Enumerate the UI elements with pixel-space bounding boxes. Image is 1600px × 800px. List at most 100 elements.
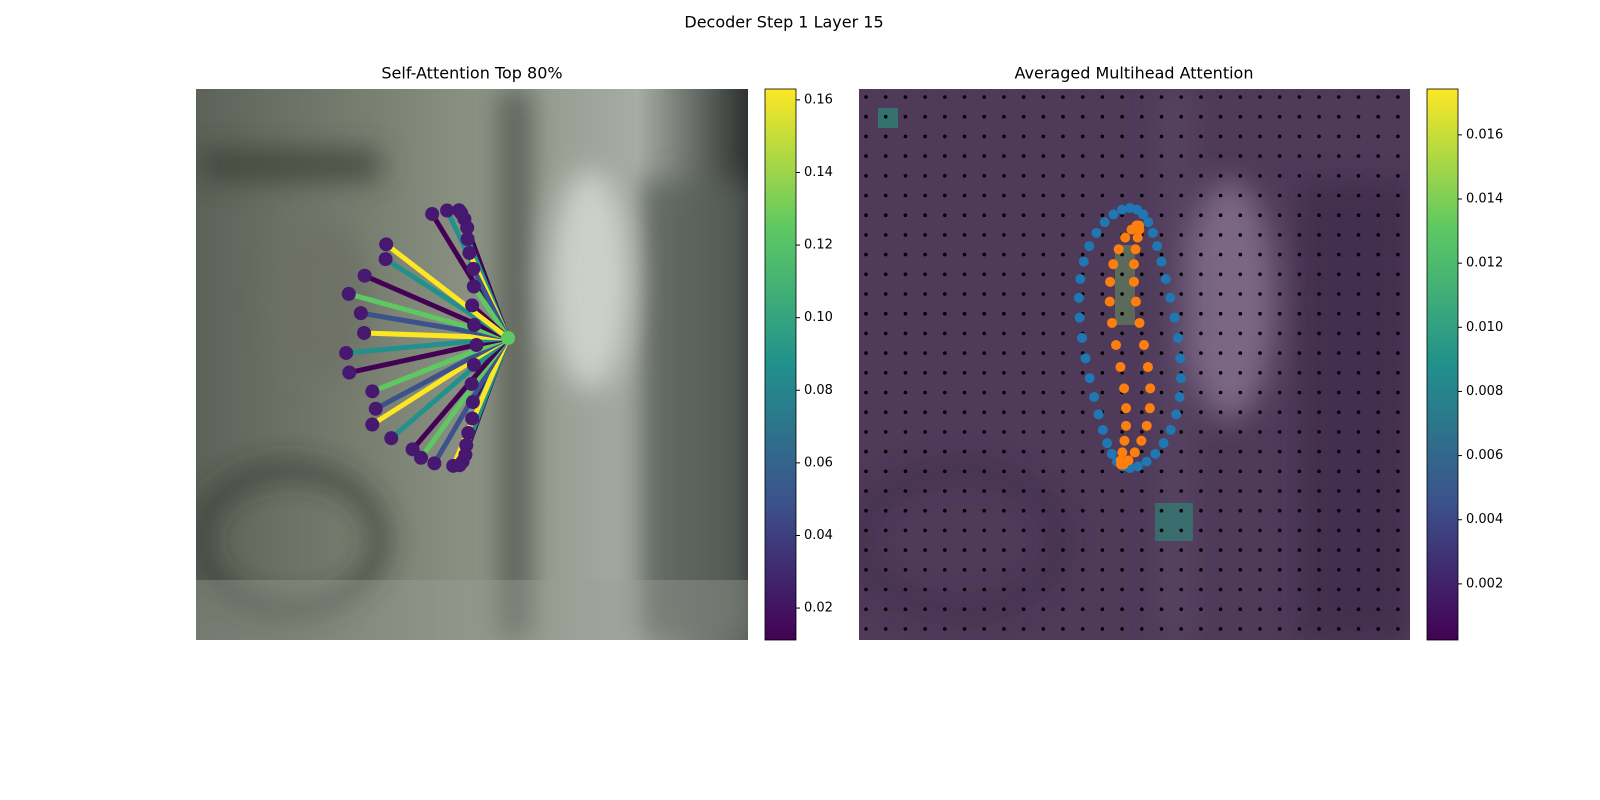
grid-dot (923, 233, 927, 237)
grid-dot (1238, 587, 1243, 592)
grid-dot (1277, 114, 1282, 119)
grid-dot (1238, 371, 1243, 375)
grid-dot (1356, 154, 1361, 158)
grid-dot (1337, 410, 1341, 415)
grid-dot (962, 568, 967, 572)
grid-dot (1199, 371, 1203, 375)
tick-label: 0.12 (804, 238, 833, 253)
grid-dot (903, 587, 908, 592)
grid-dot (903, 233, 908, 237)
grid-dot (1041, 548, 1046, 552)
point-blue (1165, 424, 1176, 435)
grid-dot (1317, 371, 1321, 375)
grid-dot (1002, 568, 1006, 572)
grid-dot (1356, 430, 1361, 434)
grid-dot (1159, 568, 1164, 572)
grid-dot (1100, 469, 1105, 474)
grid-dot (1297, 154, 1302, 158)
grid-dot (1041, 174, 1046, 178)
grid-dot (1396, 95, 1400, 99)
grid-dot (1396, 311, 1400, 316)
grid-dot (1297, 272, 1302, 277)
grid-dot (1337, 193, 1341, 198)
grid-dot (1159, 587, 1164, 592)
grid-dot (1002, 331, 1006, 336)
grid-dot (1061, 95, 1065, 99)
point-orange (1108, 259, 1119, 270)
grid-dot (1179, 607, 1183, 611)
grid-dot (943, 371, 947, 375)
grid-dot (1356, 371, 1361, 375)
grid-dot (903, 449, 908, 454)
grid-dot (1179, 193, 1183, 198)
grid-dot (1061, 292, 1065, 296)
grid-dot (1021, 233, 1026, 237)
grid-dot (1238, 469, 1243, 474)
grid-dot (1021, 469, 1026, 474)
grid-dot (1238, 627, 1243, 631)
grid-dot (1021, 508, 1026, 513)
grid-dot (1100, 331, 1105, 336)
photo-right (859, 89, 1410, 640)
keypoint (462, 245, 477, 260)
grid-dot (1238, 449, 1243, 454)
grid-dot (1179, 449, 1183, 454)
grid-dot (1337, 489, 1341, 493)
grid-dot (982, 351, 986, 355)
grid-dot (1199, 154, 1203, 158)
grid-dot (1396, 174, 1400, 178)
grid-dot (1002, 233, 1006, 237)
grid-dot (883, 154, 888, 158)
grid-dot (1317, 252, 1321, 257)
grid-dot (883, 508, 888, 513)
grid-dot (1218, 587, 1223, 592)
attention-line (384, 242, 510, 340)
grid-dot (1376, 292, 1380, 296)
grid-dot (1356, 607, 1361, 611)
grid-dot (943, 508, 947, 513)
grid-dot (1041, 627, 1046, 631)
grid-dot (1317, 272, 1321, 277)
grid-dot (1376, 587, 1380, 592)
grid-dot (1120, 272, 1124, 277)
grid-dot (982, 233, 986, 237)
grid-dot (1258, 252, 1262, 257)
tick-label: 0.012 (1466, 256, 1503, 271)
grid-dot (1317, 174, 1321, 178)
grid-dot (1317, 292, 1321, 296)
grid-dot (1317, 607, 1321, 611)
grid-dot (943, 469, 947, 474)
grid-dot (1179, 154, 1183, 158)
grid-dot (1356, 233, 1361, 237)
grid-dot (903, 548, 908, 552)
grid-dot (1120, 627, 1124, 631)
grid-dot (1317, 331, 1321, 336)
grid-dot (1356, 213, 1361, 217)
grid-dot (1337, 548, 1341, 552)
grid-dot (1218, 272, 1223, 277)
grid-dot (1002, 292, 1006, 296)
grid-dot (1061, 193, 1065, 198)
grid-dot (1337, 233, 1341, 237)
point-orange (1130, 296, 1141, 307)
grid-dot (1238, 95, 1243, 99)
grid-dot (1100, 548, 1105, 552)
grid-dot (1238, 548, 1243, 552)
grid-dot (962, 627, 967, 631)
tick-label: 0.014 (1466, 192, 1503, 207)
grid-dot (1041, 607, 1046, 611)
grid-dot (1258, 587, 1262, 592)
grid-dot (1238, 114, 1243, 119)
grid-dot (1258, 292, 1262, 296)
grid-dot (923, 627, 927, 631)
grid-dot (1159, 528, 1164, 533)
grid-dot (883, 252, 888, 257)
grid-dot (1140, 528, 1144, 533)
grid-dot (923, 95, 927, 99)
grid-dot (1258, 154, 1262, 158)
grid-dot (1100, 351, 1105, 355)
point-orange (1105, 276, 1116, 287)
grid-dot (1337, 154, 1341, 158)
grid-dot (1140, 627, 1144, 631)
point-blue (1089, 392, 1100, 403)
